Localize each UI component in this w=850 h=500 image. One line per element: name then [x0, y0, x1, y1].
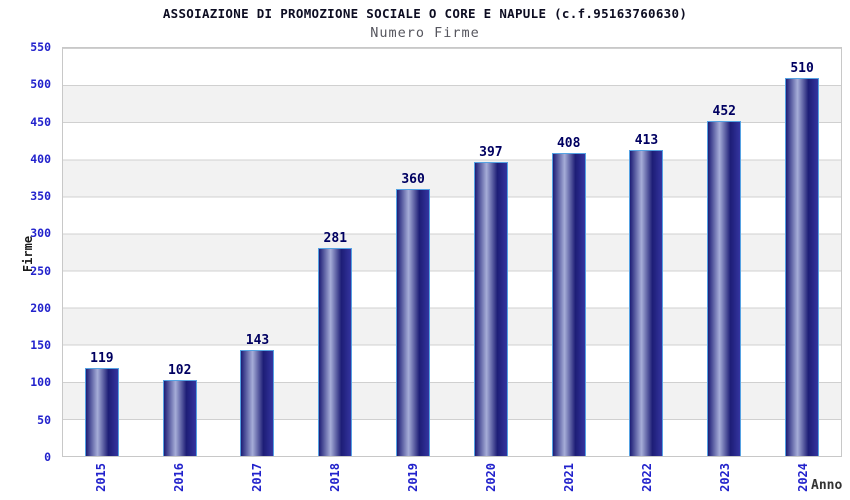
- bar: [785, 77, 820, 456]
- x-tick-slot: 2017: [218, 458, 296, 500]
- bar-value-label: 408: [556, 136, 581, 152]
- bar: [162, 380, 197, 456]
- y-tick-label: 500: [30, 77, 51, 92]
- x-tick-slot: 2021: [530, 458, 608, 500]
- bar-value-label: 413: [634, 132, 659, 148]
- x-tick-slot: 2020: [452, 458, 530, 500]
- x-axis-title: Anno: [811, 478, 843, 493]
- bar-slot: 360: [374, 48, 452, 456]
- bar-slot: 119: [63, 48, 141, 456]
- bar-slot: 397: [452, 48, 530, 456]
- bar-slot: 102: [141, 48, 219, 456]
- bar-value-label: 510: [790, 60, 814, 76]
- x-tick-slot: 2018: [296, 458, 374, 500]
- x-tick-slot: 2016: [140, 458, 218, 500]
- x-tick-label: 2017: [250, 463, 264, 492]
- bar-value-label: 360: [401, 171, 425, 187]
- y-tick-label: 250: [30, 263, 51, 278]
- y-tick-label: 350: [30, 189, 51, 204]
- x-tick-slot: 2015: [62, 458, 140, 500]
- y-tick-label: 100: [30, 375, 51, 390]
- bar: [551, 153, 586, 456]
- x-tick-label: 2024: [796, 463, 810, 492]
- x-tick-slot: 2019: [374, 458, 452, 500]
- bar-value-label: 281: [323, 230, 348, 246]
- bar-value-label: 143: [245, 332, 270, 348]
- x-tick-label: 2018: [328, 463, 342, 492]
- y-tick-label: 400: [30, 151, 51, 166]
- bar-value-label: 452: [712, 103, 737, 119]
- plot-area: 119 102 143 281 360 397 408 413 452 510: [62, 47, 842, 457]
- bar-value-label: 119: [90, 350, 114, 366]
- bar-value-label: 397: [479, 144, 503, 160]
- y-axis-tick-labels: 550 500 450 400 350 300 250 200 150 100 50 0: [0, 40, 57, 464]
- bar-slot: 413: [608, 48, 686, 456]
- x-tick-label: 2023: [718, 463, 732, 492]
- x-tick-slot: 2022: [608, 458, 686, 500]
- y-tick-label: 200: [30, 300, 51, 315]
- x-tick-label: 2015: [94, 463, 108, 492]
- x-tick-label: 2022: [640, 463, 654, 492]
- bars-container: 119 102 143 281 360 397 408 413 452 510: [63, 48, 841, 456]
- y-axis-title: Firme: [21, 235, 35, 273]
- x-tick-label: 2021: [562, 463, 576, 492]
- bar: [84, 367, 119, 456]
- y-tick-label: 550: [30, 40, 51, 54]
- bar: [318, 247, 353, 456]
- bar-slot: 408: [530, 48, 608, 456]
- bar: [473, 161, 508, 456]
- x-tick-slot: 2023: [686, 458, 764, 500]
- bar-slot: 510: [763, 48, 841, 456]
- y-tick-label: 50: [37, 412, 51, 427]
- bar-slot: 452: [685, 48, 763, 456]
- y-tick-label: 0: [44, 450, 51, 464]
- y-tick-label: 300: [30, 226, 51, 241]
- bar-value-label: 102: [167, 363, 192, 379]
- x-tick-label: 2019: [406, 463, 420, 492]
- x-tick-label: 2016: [172, 463, 186, 492]
- y-tick-label: 150: [30, 338, 51, 353]
- bar-slot: 143: [219, 48, 297, 456]
- bar-slot: 281: [296, 48, 374, 456]
- bar: [396, 188, 431, 456]
- x-axis-tick-labels: 2015 2016 2017 2018 2019 2020 2021 2022 2023 2024: [62, 458, 842, 500]
- chart-subtitle: Numero Firme: [370, 25, 480, 41]
- bar: [240, 349, 275, 456]
- chart-title: ASSOIAZIONE DI PROMOZIONE SOCIALE O CORE…: [162, 6, 688, 21]
- bar: [629, 149, 664, 456]
- bar: [707, 120, 742, 456]
- x-tick-label: 2020: [484, 463, 498, 492]
- y-tick-label: 450: [30, 114, 51, 129]
